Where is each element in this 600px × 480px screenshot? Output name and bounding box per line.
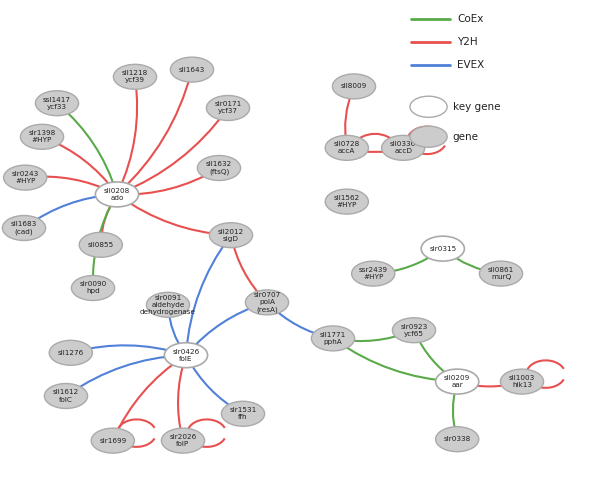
Text: EVEX: EVEX [457,60,484,70]
Ellipse shape [325,135,368,160]
Text: key gene: key gene [453,102,500,112]
Text: sll1003
hik13: sll1003 hik13 [509,375,535,388]
Text: sll0861
murQ: sll0861 murQ [488,267,514,280]
Ellipse shape [421,236,464,261]
Text: slr0091
aldehyde
dehydrogenase: slr0091 aldehyde dehydrogenase [140,295,196,315]
Ellipse shape [332,74,376,99]
Text: sll1643: sll1643 [179,67,205,72]
Text: slr0090
hpd: slr0090 hpd [79,281,107,295]
Text: slr0243
#HYP: slr0243 #HYP [11,171,39,184]
Ellipse shape [392,318,436,343]
Ellipse shape [479,261,523,286]
Text: ssr2439
#HYP: ssr2439 #HYP [359,267,388,280]
Text: slr0171
ycf37: slr0171 ycf37 [214,101,242,115]
Text: sll2012
sigD: sll2012 sigD [218,228,244,242]
Ellipse shape [245,290,289,315]
Ellipse shape [197,156,241,180]
Ellipse shape [221,401,265,426]
Text: sll0208
ado: sll0208 ado [104,188,130,201]
Ellipse shape [2,216,46,240]
Text: slr0426
folE: slr0426 folE [172,348,200,362]
Text: gene: gene [453,132,479,142]
Ellipse shape [170,57,214,82]
Text: slr1398
#HYP: slr1398 #HYP [28,130,56,144]
Text: sll1683
(cad): sll1683 (cad) [11,221,37,235]
Ellipse shape [161,428,205,453]
Ellipse shape [71,276,115,300]
Ellipse shape [209,223,253,248]
Ellipse shape [206,96,250,120]
Text: slr2026
folP: slr2026 folP [169,434,197,447]
Ellipse shape [35,91,79,116]
Text: sll1562
#HYP: sll1562 #HYP [334,195,360,208]
Ellipse shape [500,369,544,394]
Ellipse shape [91,428,134,453]
Text: sll0855: sll0855 [88,242,114,248]
Ellipse shape [44,384,88,408]
Text: sll0336
accD: sll0336 accD [390,141,416,155]
Text: sll1612
folC: sll1612 folC [53,389,79,403]
Text: sll1632
(ftsQ): sll1632 (ftsQ) [206,161,232,175]
Ellipse shape [410,126,447,147]
Ellipse shape [325,189,368,214]
Ellipse shape [410,96,447,117]
Text: slr1699: slr1699 [99,438,127,444]
Text: CoEx: CoEx [457,14,484,24]
Ellipse shape [436,369,479,394]
Ellipse shape [113,64,157,89]
Text: sll1771
pphA: sll1771 pphA [320,332,346,345]
Text: Y2H: Y2H [457,37,478,47]
Text: sll1218
ycf39: sll1218 ycf39 [122,70,148,84]
Text: slr0315: slr0315 [429,246,457,252]
Ellipse shape [20,124,64,149]
Text: sll8009: sll8009 [341,84,367,89]
Ellipse shape [436,427,479,452]
Text: sll1276: sll1276 [58,350,84,356]
Text: ssl1417
ycf33: ssl1417 ycf33 [43,96,71,110]
Ellipse shape [382,135,425,160]
Ellipse shape [311,326,355,351]
Text: sll0209
aar: sll0209 aar [444,375,470,388]
Ellipse shape [146,292,190,317]
Text: slr0923
ycf65: slr0923 ycf65 [400,324,428,337]
Text: slr0338: slr0338 [443,436,471,442]
Ellipse shape [95,182,139,207]
Text: slr1531
ffh: slr1531 ffh [229,407,257,420]
Ellipse shape [4,165,47,190]
Text: sll0728
accA: sll0728 accA [334,141,360,155]
Ellipse shape [79,232,122,257]
Ellipse shape [352,261,395,286]
Ellipse shape [164,343,208,368]
Text: slr0707
polA
(resA): slr0707 polA (resA) [253,292,281,312]
Ellipse shape [49,340,92,365]
